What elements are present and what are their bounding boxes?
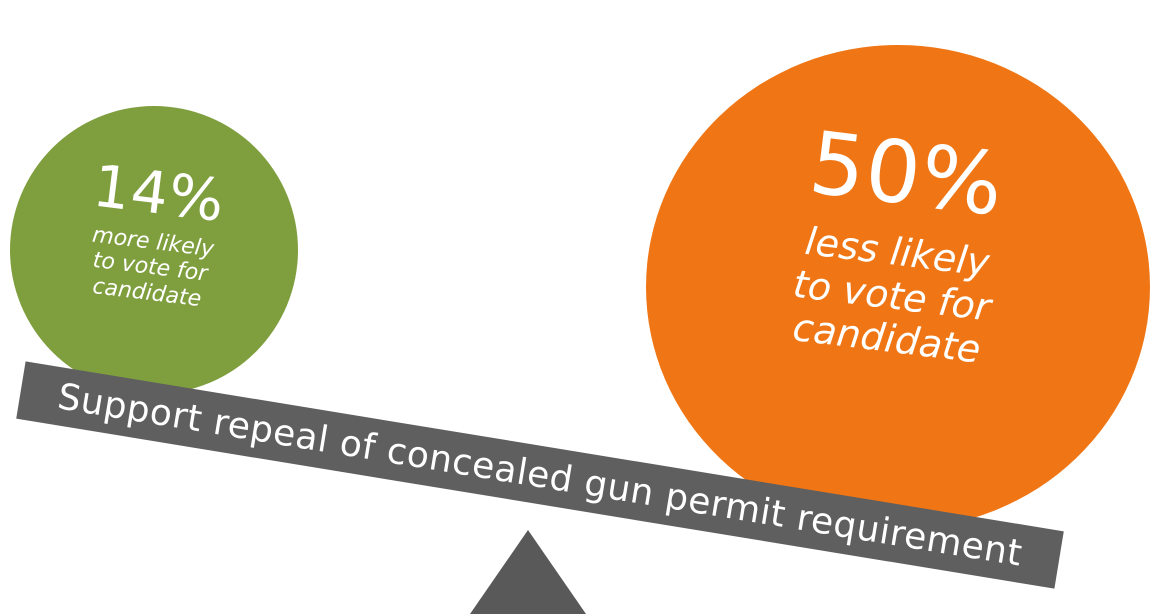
- more-likely-content: 14% more likely to vote for candidate: [2, 147, 305, 323]
- less-likely-circle: 50% less likely to vote for candidate: [646, 45, 1150, 529]
- more-likely-circle: 14% more likely to vote for candidate: [10, 106, 298, 394]
- less-likely-content: 50% less likely to vote for candidate: [634, 101, 1150, 392]
- fulcrum-triangle: [470, 530, 586, 614]
